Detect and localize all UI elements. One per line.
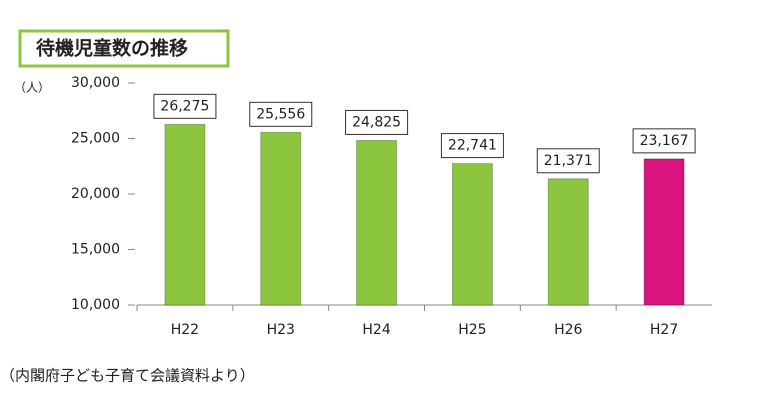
- x-tick-label: H26: [554, 322, 582, 338]
- value-label: 25,556: [256, 106, 305, 122]
- bar: [547, 178, 589, 306]
- value-label-box: [249, 101, 313, 127]
- value-label-box: [345, 109, 409, 135]
- y-tick-label: 15,000: [71, 242, 120, 258]
- source-note: （内閣府子ども子育て会議資料より）: [0, 367, 255, 385]
- value-label: 24,825: [352, 114, 401, 130]
- x-tick-label: H23: [267, 322, 295, 338]
- bar: [164, 123, 206, 306]
- x-tick-label: H25: [458, 322, 486, 338]
- y-tick-label: 25,000: [71, 131, 120, 147]
- value-label: 22,741: [448, 138, 497, 154]
- bar: [643, 158, 685, 306]
- value-label-box: [536, 148, 600, 174]
- chart-title: 待機児童数の推移: [36, 37, 188, 60]
- y-tick-label: 20,000: [71, 186, 120, 202]
- value-label-box: [440, 133, 504, 159]
- value-label: 21,371: [544, 153, 593, 169]
- value-label-box: [632, 128, 696, 154]
- value-label: 23,167: [640, 133, 689, 149]
- y-unit: （人）: [14, 81, 50, 95]
- value-label-box: [153, 93, 217, 119]
- x-tick-label: H27: [650, 322, 678, 338]
- x-tick-label: H24: [362, 322, 390, 338]
- bar: [356, 139, 398, 306]
- title-box: [18, 29, 230, 68]
- bar: [260, 131, 302, 306]
- x-tick-label: H22: [171, 322, 199, 338]
- value-label: 26,275: [160, 98, 209, 114]
- bar: [451, 163, 493, 306]
- y-tick-label: 10,000: [71, 297, 120, 313]
- y-tick-label: 30,000: [71, 75, 120, 91]
